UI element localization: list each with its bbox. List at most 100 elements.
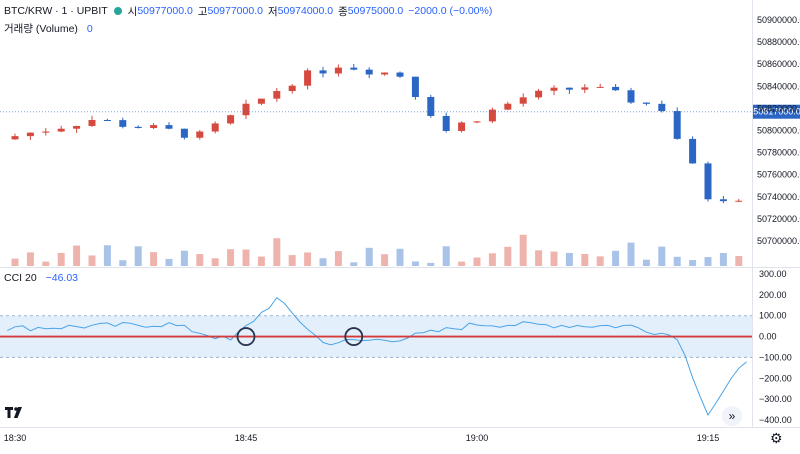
volume-bar [165,258,173,266]
current-price-badge [753,104,800,119]
candle[interactable] [88,120,96,126]
volume-bar [42,261,50,266]
candle[interactable] [704,163,712,200]
candle[interactable] [381,72,389,75]
candle[interactable] [658,103,666,112]
volume-bar [134,246,142,266]
volume-bar [458,261,466,266]
volume-label: 거래량 (Volume) [4,23,78,35]
volume-bar [273,238,281,266]
candle[interactable] [73,125,81,129]
volume-group [11,234,743,266]
volume-bar [11,258,19,266]
candle[interactable] [411,76,419,98]
candle[interactable] [519,97,527,104]
candle[interactable] [242,103,250,116]
candle[interactable] [227,115,235,124]
volume-bar [196,254,204,266]
candle[interactable] [57,128,65,132]
crossing-circle [344,327,364,346]
high-value: 50977000.0 [207,5,263,17]
candle[interactable] [473,121,481,123]
open-value: 50977000.0 [137,5,193,17]
cci-value: −46.03 [45,272,79,284]
candle[interactable] [42,131,50,133]
price-tick-label: 50860000.0 [757,59,800,69]
price-tick-label: 50900000.0 [757,15,800,25]
symbol-legend: BTC/KRW · 1 · UPBIT 시 50977000.0 고 50977… [4,4,497,18]
volume-bar [119,260,127,266]
high-label: 고 [197,5,208,18]
cci-tick-label: −300.00 [759,394,792,404]
time-tick-label: 18:45 [235,433,258,443]
volume-bar [150,252,158,266]
candle[interactable] [119,120,127,127]
candle[interactable] [150,125,158,129]
candle[interactable] [458,122,466,131]
volume-bar [658,246,666,266]
candle[interactable] [273,91,281,99]
gear-icon[interactable]: ⚙ [770,430,783,446]
candle[interactable] [134,126,142,129]
cci-tick-label: −400.00 [759,415,792,425]
candle[interactable] [165,125,173,129]
cci-tick-label: −100.00 [759,352,792,362]
candle[interactable] [596,86,604,88]
open-label: 시 [127,5,138,18]
candle[interactable] [26,132,34,137]
time-tick-label: 19:15 [697,433,720,443]
candle[interactable] [11,136,19,140]
candle[interactable] [535,90,543,98]
tradingview-logo-icon[interactable] [4,404,24,420]
volume-bar [26,252,34,266]
candle[interactable] [673,111,681,139]
candle[interactable] [304,70,312,86]
volume-bar [304,252,312,266]
candle[interactable] [319,70,327,74]
volume-bar [334,251,342,266]
candles-group [11,63,743,204]
volume-value: 0 [86,23,93,35]
volume-legend[interactable]: 거래량 (Volume) 0 [4,21,93,36]
symbol-title[interactable]: BTC/KRW · 1 · UPBIT [4,5,108,17]
candle[interactable] [180,128,188,138]
volume-bar [442,246,450,266]
candle[interactable] [642,102,650,104]
candle[interactable] [550,87,558,91]
volume-bar [550,251,558,266]
candle[interactable] [427,97,435,116]
volume-bar [427,262,435,266]
cci-tick-label: 200.00 [759,290,787,300]
candle[interactable] [735,200,743,202]
candle[interactable] [350,67,358,70]
candle[interactable] [581,87,589,90]
volume-bar [103,245,111,266]
candle[interactable] [334,67,342,74]
candle[interactable] [257,98,265,104]
close-label: 종 [338,5,348,18]
volume-bar [365,247,373,266]
volume-bar [57,252,65,266]
candle[interactable] [565,87,573,90]
candle[interactable] [211,123,219,132]
candle[interactable] [689,138,697,164]
price-tick-label: 50880000.0 [757,37,800,47]
candle[interactable] [612,86,620,91]
candle[interactable] [488,109,496,122]
candle[interactable] [627,90,635,103]
candle[interactable] [442,115,450,131]
volume-bar [627,242,635,266]
candle[interactable] [504,103,512,110]
cci-line[interactable] [7,296,747,417]
candle[interactable] [103,120,111,122]
go-to-realtime-icon[interactable]: » [722,406,742,426]
candle[interactable] [396,72,404,77]
candle[interactable] [365,69,373,75]
candle[interactable] [288,85,296,92]
candle[interactable] [719,199,727,202]
volume-bar [504,246,512,266]
crossing-circle [236,327,256,346]
candle[interactable] [196,131,204,138]
cci-legend[interactable]: CCI 20 −46.03 [4,272,78,284]
